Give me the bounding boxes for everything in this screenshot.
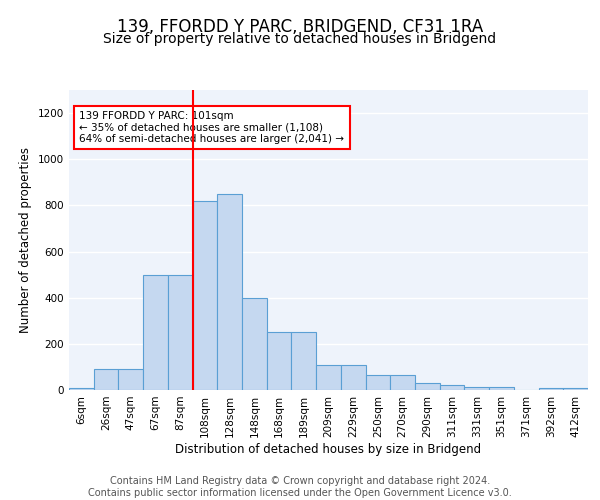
X-axis label: Distribution of detached houses by size in Bridgend: Distribution of detached houses by size …	[175, 442, 482, 456]
Y-axis label: Number of detached properties: Number of detached properties	[19, 147, 32, 333]
Bar	[563, 388, 588, 390]
Text: 139, FFORDD Y PARC, BRIDGEND, CF31 1RA: 139, FFORDD Y PARC, BRIDGEND, CF31 1RA	[117, 18, 483, 36]
Bar	[217, 194, 242, 390]
Bar	[143, 274, 168, 390]
Text: Size of property relative to detached houses in Bridgend: Size of property relative to detached ho…	[103, 32, 497, 46]
Bar	[390, 375, 415, 390]
Bar	[69, 388, 94, 390]
Bar	[316, 364, 341, 390]
Bar	[440, 386, 464, 390]
Bar	[489, 386, 514, 390]
Bar	[118, 369, 143, 390]
Bar	[365, 375, 390, 390]
Text: Contains HM Land Registry data © Crown copyright and database right 2024.
Contai: Contains HM Land Registry data © Crown c…	[88, 476, 512, 498]
Bar	[341, 364, 365, 390]
Bar	[193, 201, 217, 390]
Bar	[168, 274, 193, 390]
Bar	[464, 386, 489, 390]
Text: 139 FFORDD Y PARC: 101sqm
← 35% of detached houses are smaller (1,108)
64% of se: 139 FFORDD Y PARC: 101sqm ← 35% of detac…	[79, 111, 344, 144]
Bar	[415, 383, 440, 390]
Bar	[539, 388, 563, 390]
Bar	[267, 332, 292, 390]
Bar	[94, 369, 118, 390]
Bar	[242, 298, 267, 390]
Bar	[292, 332, 316, 390]
